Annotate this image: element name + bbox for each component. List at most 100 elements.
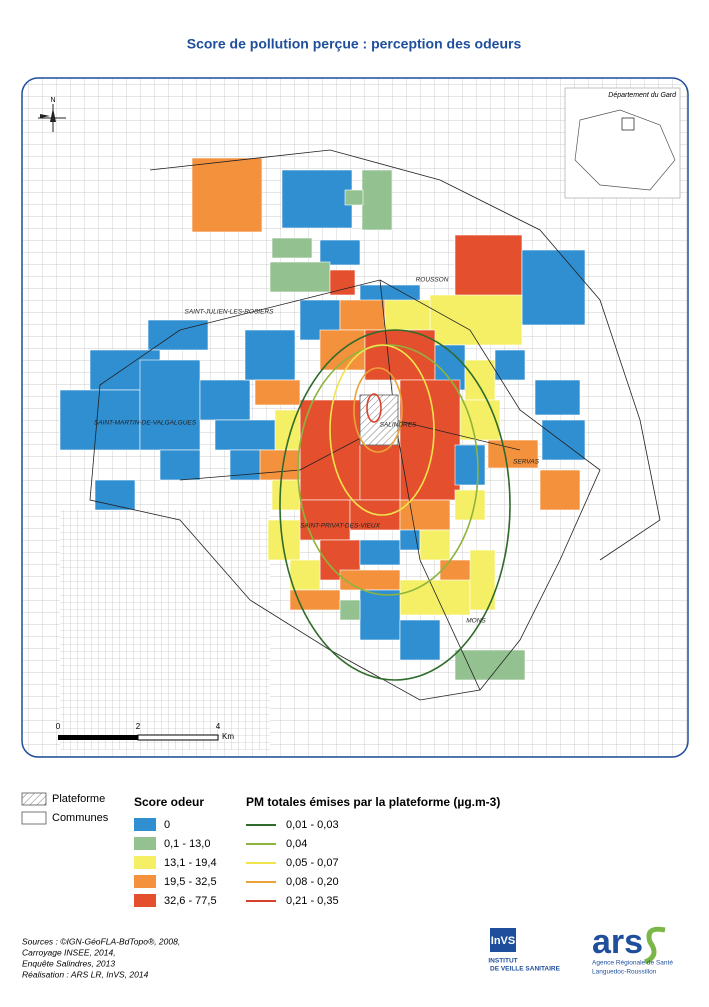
legend-items: 0 0,1 - 13,0 13,1 - 19,4 19,5 - 32,5 32,6 - … xyxy=(134,818,339,907)
map-frame xyxy=(21,77,689,758)
score-cell xyxy=(139,359,201,451)
score-cell xyxy=(339,299,386,331)
score-cell xyxy=(361,169,393,231)
scale-tick-label: 2 xyxy=(136,722,141,731)
north-arrow: N xyxy=(38,97,66,132)
place-label: SAINT-PRIVAT-DES-VIEUX xyxy=(300,523,381,530)
score-cell xyxy=(399,619,441,661)
place-label: SAINT-MARTIN-DE-VALGALGUES xyxy=(94,420,197,427)
score-cell xyxy=(299,499,351,541)
legend-label: Communes xyxy=(52,812,109,824)
commune-boundary xyxy=(179,279,521,691)
score-cell xyxy=(214,419,286,451)
score-cell xyxy=(459,399,501,441)
map-body: Département du Gard N ROUSSON SAINT-JULIE… xyxy=(22,78,688,757)
score-cell xyxy=(454,489,486,521)
urban-grid xyxy=(60,510,270,750)
score-cell xyxy=(271,479,301,511)
commune-boundary xyxy=(149,149,661,561)
source-line: Réalisation : ARS LR, InVS, 2014 xyxy=(22,969,149,979)
source-line: Sources : ©IGN-GéoFLA-BdTopo®, 2008, xyxy=(22,936,180,946)
score-cell xyxy=(429,294,523,346)
sources: Sources : ©IGN-GéoFLA-BdTopo®, 2008,Carr… xyxy=(22,936,180,979)
score-cell xyxy=(199,379,251,421)
score-cell xyxy=(399,379,461,501)
legend-label: 0,04 xyxy=(286,838,307,850)
score-cell xyxy=(539,469,581,511)
legend-swatch xyxy=(134,818,156,831)
score-cell xyxy=(399,529,421,551)
legend-label: Plateforme xyxy=(52,793,105,805)
score-cell xyxy=(59,389,141,451)
legend-title: PM totales émises par la plateforme (µg.… xyxy=(246,795,500,809)
legend-swatch xyxy=(21,792,47,806)
pm-contour xyxy=(353,367,403,453)
inset-label: Département du Gard xyxy=(608,92,677,99)
score-cell xyxy=(344,189,364,206)
map-title: Score de pollution perçue : perception d… xyxy=(187,36,522,52)
score-cell xyxy=(289,589,341,611)
commune-boundary xyxy=(89,279,601,701)
scale-tick-label: 0 xyxy=(56,722,61,731)
pm-contour xyxy=(279,329,511,681)
legend-swatch xyxy=(134,856,156,869)
scale-tick-label: 4 xyxy=(216,722,221,731)
legend-swatch xyxy=(134,837,156,850)
north-label: N xyxy=(50,97,55,104)
logo-region: Languedoc-Roussillon xyxy=(592,969,657,976)
score-cell xyxy=(329,269,356,296)
score-cell xyxy=(419,529,451,561)
plateforme-area xyxy=(359,394,399,446)
score-cell xyxy=(319,239,361,266)
score-cell xyxy=(259,449,301,481)
inset-map: Département du Gard xyxy=(564,87,681,199)
place-label: SAINT-JULIEN-LES-ROSIERS xyxy=(185,309,275,316)
score-cell xyxy=(359,444,401,501)
place-label: MONS xyxy=(466,618,486,625)
logo-name: Agence Régionale de Santé xyxy=(592,960,673,967)
score-cell xyxy=(534,379,581,416)
legend-label: 0 xyxy=(164,819,170,831)
legend-label: 0,01 - 0,03 xyxy=(286,819,339,831)
place-label: SALINDRES xyxy=(380,422,418,429)
score-cell xyxy=(289,559,321,591)
scale-bar: 0 2 4Km xyxy=(56,722,235,741)
place-label: ROUSSON xyxy=(416,277,449,284)
place-labels: ROUSSON SAINT-JULIEN-LES-ROSIERS SAINT-MAR… xyxy=(94,277,540,625)
legend-label: 0,08 - 0,20 xyxy=(286,876,339,888)
score-cell xyxy=(339,569,401,591)
legend-label: 19,5 - 32,5 xyxy=(164,876,217,888)
place-label: SERVAS xyxy=(513,459,540,466)
legend-label: 0,05 - 0,07 xyxy=(286,857,339,869)
legend-label: 0,1 - 13,0 xyxy=(164,838,210,850)
score-cell xyxy=(339,599,361,621)
score-cell xyxy=(359,539,401,566)
score-cell xyxy=(521,249,586,326)
score-cell xyxy=(269,261,331,293)
score-cell xyxy=(359,589,401,641)
pm-contour xyxy=(366,393,382,423)
logo-abbr: ars xyxy=(592,923,643,961)
scale-unit: Km xyxy=(222,732,234,741)
score-cell xyxy=(384,299,431,331)
pm-contours xyxy=(279,329,511,681)
score-cell xyxy=(454,444,486,486)
legend-swatch xyxy=(134,894,156,907)
legend: Plateforme Communes Score odeur PM total… xyxy=(21,792,500,907)
score-cell xyxy=(494,349,526,381)
score-cell xyxy=(159,449,201,481)
logo-name: DE VEILLE SANITAIRE xyxy=(490,966,561,973)
legend-label: 32,6 - 77,5 xyxy=(164,895,217,907)
score-cell xyxy=(254,379,301,406)
score-cells xyxy=(59,157,586,681)
pm-contour xyxy=(329,344,435,516)
score-cell xyxy=(271,237,313,259)
legend-label: 13,1 - 19,4 xyxy=(164,857,217,869)
logo-name: INSTITUT xyxy=(488,958,517,965)
score-cell xyxy=(281,169,353,229)
score-cell xyxy=(191,157,263,233)
logo-abbr: InVS xyxy=(491,935,515,947)
legend-swatch xyxy=(21,811,47,825)
legend-title: Score odeur xyxy=(134,795,204,809)
